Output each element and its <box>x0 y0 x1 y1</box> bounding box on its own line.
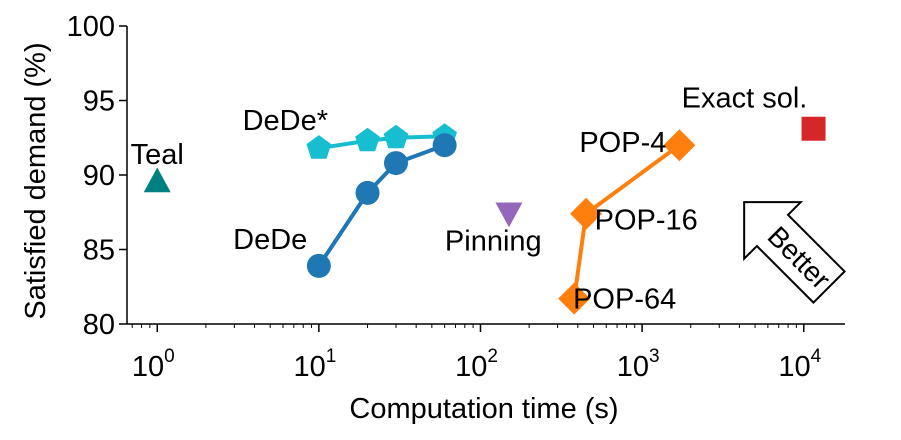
better-arrow: Better <box>743 201 846 304</box>
data-point-pentagon <box>355 127 380 152</box>
data-point-circle <box>432 133 457 158</box>
series-pop <box>558 129 696 315</box>
series-teal <box>143 167 171 193</box>
series-dede <box>306 133 457 278</box>
data-point-circle <box>355 180 380 205</box>
y-tick-label: 100 <box>67 11 115 43</box>
x-tick-label-base: 10 <box>617 351 649 383</box>
y-axis-label: Satisfied demand (%) <box>20 42 52 319</box>
data-point-diamond <box>558 282 591 315</box>
data-point-circle <box>383 151 408 176</box>
data-point-triangle-up <box>143 167 171 193</box>
x-tick-label: 101 <box>293 346 336 383</box>
x-tick-label-base: 10 <box>778 351 810 383</box>
data-point-diamond <box>663 129 696 162</box>
series-layer <box>143 116 826 315</box>
annotation-label: POP-4 <box>579 127 666 159</box>
x-tick-label: 104 <box>778 346 821 383</box>
data-point-square <box>801 116 826 141</box>
y-tick-label: 90 <box>83 160 115 192</box>
y-tick-label: 95 <box>83 86 115 118</box>
data-point-pentagon <box>383 124 409 149</box>
x-tick-label-exponent: 3 <box>649 346 660 367</box>
x-axis-label: Computation time (s) <box>349 393 618 425</box>
annotation-label: Teal <box>131 139 184 171</box>
x-tick-label: 103 <box>617 346 660 383</box>
series-dede <box>306 123 457 159</box>
y-tick-label: 85 <box>83 235 115 267</box>
x-tick-label: 100 <box>132 346 175 383</box>
data-point-triangle-down <box>495 202 523 228</box>
x-tick-label-exponent: 2 <box>487 346 498 367</box>
annotation-label: DeDe <box>233 224 307 256</box>
annotation-label: POP-64 <box>573 284 676 316</box>
data-point-pentagon <box>306 135 332 159</box>
series-line <box>318 134 445 151</box>
data-point-circle <box>306 253 331 278</box>
series-exact-sol <box>801 116 826 141</box>
x-tick-label-base: 10 <box>132 351 164 383</box>
series-pinning <box>495 202 523 228</box>
annotation-label: Pinning <box>445 226 542 258</box>
annotation-layer: DeDe* DeDe Teal Pinning POP-4 POP-16 POP-64 Exa… <box>131 83 808 316</box>
x-tick-label-exponent: 0 <box>164 346 175 367</box>
better-arrow-shape <box>743 201 846 304</box>
x-tick-label-base: 10 <box>455 351 487 383</box>
x-tick-label-base: 10 <box>293 351 325 383</box>
x-tick-label-exponent: 1 <box>326 346 337 367</box>
series-line <box>317 143 446 267</box>
y-tick-label: 80 <box>83 309 115 341</box>
annotation-label: DeDe* <box>243 105 328 137</box>
x-tick-label-exponent: 4 <box>811 346 822 367</box>
data-point-diamond <box>570 197 603 230</box>
annotation-label: POP-16 <box>595 205 698 237</box>
annotation-label: Exact sol. <box>682 83 808 115</box>
x-tick-label: 102 <box>455 346 498 383</box>
